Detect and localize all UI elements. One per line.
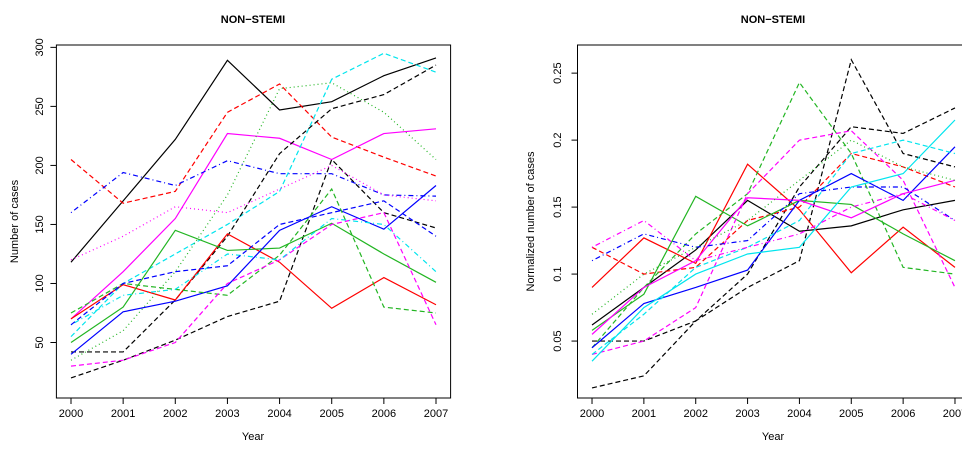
- series-line: [591, 193, 956, 262]
- x-axis-title: Year: [242, 431, 265, 443]
- series-line: [70, 83, 437, 204]
- series-line: [70, 52, 437, 338]
- series-line: [70, 185, 437, 355]
- plot-frame: [577, 44, 962, 399]
- y-axis-title: Normalized number of cases: [525, 151, 537, 292]
- series-line: [70, 222, 437, 344]
- chart-title: NON−STEMI: [741, 14, 805, 26]
- x-tick-label: 2007: [943, 408, 962, 420]
- plot-frame: [55, 44, 452, 399]
- x-tick-label: 2002: [163, 408, 187, 420]
- x-axis-title: Year: [762, 431, 785, 443]
- x-tick-label: 2004: [267, 408, 291, 420]
- series-line: [591, 146, 956, 349]
- chart-title: NON−STEMI: [221, 14, 285, 26]
- series-line: [591, 130, 956, 356]
- series-line: [592, 107, 956, 342]
- series-line: [70, 187, 437, 314]
- series-line: [591, 179, 956, 335]
- series-line: [591, 195, 956, 331]
- x-tick-label: 2001: [111, 408, 135, 420]
- y-tick-label: 0.1: [552, 266, 564, 281]
- plot-area: [591, 58, 956, 389]
- y-axis-title: Number of cases: [9, 179, 21, 263]
- series-line: [591, 186, 956, 262]
- y-tick-label: 50: [34, 336, 46, 348]
- x-tick-label: 2003: [735, 408, 759, 420]
- series-line: [591, 199, 956, 326]
- series-line: [591, 139, 956, 355]
- series-line: [70, 160, 437, 214]
- x-tick-label: 2007: [424, 408, 448, 420]
- y-tick-label: 300: [34, 38, 46, 56]
- series-line: [591, 163, 956, 288]
- x-tick-label: 2005: [839, 408, 863, 420]
- y-tick-label: 150: [34, 215, 46, 233]
- x-tick-label: 2001: [632, 408, 656, 420]
- x-tick-label: 2006: [372, 408, 396, 420]
- series-line: [70, 233, 437, 320]
- x-tick-label: 2000: [580, 408, 604, 420]
- series-line: [591, 152, 956, 275]
- y-tick-label: 100: [34, 274, 46, 292]
- y-tick-label: 200: [34, 156, 46, 174]
- plot-area: [70, 52, 437, 379]
- series-line: [591, 58, 956, 389]
- series-line: [70, 128, 437, 320]
- y-tick-label: 0.05: [552, 330, 564, 351]
- series-line: [70, 200, 437, 326]
- x-tick-label: 2000: [59, 408, 83, 420]
- series-line: [70, 158, 437, 379]
- x-tick-label: 2002: [683, 408, 707, 420]
- series-line: [70, 217, 437, 326]
- x-tick-label: 2006: [891, 408, 915, 420]
- y-tick-label: 250: [34, 97, 46, 115]
- x-tick-label: 2003: [215, 408, 239, 420]
- series-line: [70, 57, 437, 263]
- series-line: [70, 82, 437, 361]
- series-line: [591, 119, 956, 362]
- series-line: [70, 211, 437, 367]
- y-tick-label: 0.15: [552, 196, 564, 217]
- series-line: [70, 164, 437, 261]
- y-tick-label: 0.2: [552, 132, 564, 147]
- y-tick-label: 0.25: [552, 62, 564, 83]
- x-tick-label: 2005: [319, 408, 343, 420]
- series-line: [71, 64, 437, 353]
- x-tick-label: 2004: [787, 408, 811, 420]
